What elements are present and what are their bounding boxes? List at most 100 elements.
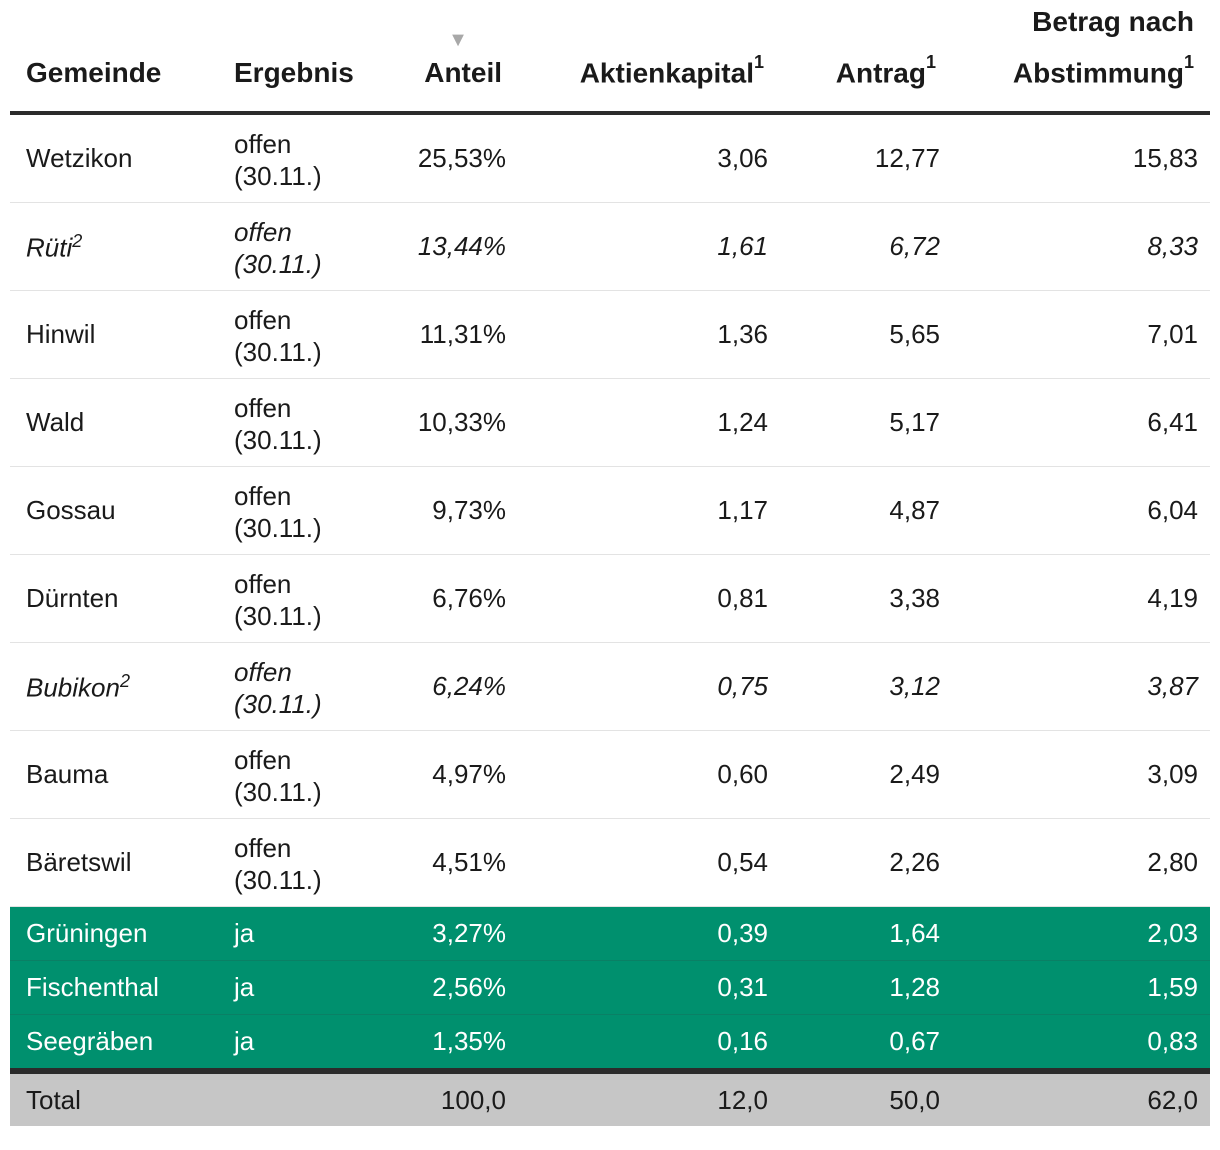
- antrag-cell: 5,65: [780, 290, 952, 380]
- ergebnis-cell: ja: [218, 1014, 358, 1075]
- betrag-cell: 0,83: [952, 1014, 1210, 1075]
- ergebnis-status: offen: [234, 392, 292, 423]
- table-row: Bubikon2 offen (30.11.) 6,24% 0,75 3,12 3,87: [10, 642, 1210, 732]
- ergebnis-date: (30.11.): [234, 512, 322, 543]
- aktienkapital-cell: 0,60: [518, 730, 780, 820]
- gemeinde-cell: Wetzikon: [10, 113, 218, 204]
- approved-row: Grüningen ja 3,27% 0,39 1,64 2,03: [10, 906, 1210, 962]
- ergebnis-status: offen: [234, 216, 292, 247]
- total-betrag: 62,0: [952, 1071, 1210, 1127]
- table-row: Dürnten offen (30.11.) 6,76% 0,81 3,38 4,19: [10, 554, 1210, 644]
- anteil-cell: 11,31%: [358, 290, 518, 380]
- total-row: Total 100,0 12,0 50,0 62,0: [10, 1071, 1210, 1127]
- gemeinde-name: Bäretswil: [26, 847, 132, 878]
- anteil-cell: 1,35%: [358, 1014, 518, 1075]
- ergebnis-cell: offen (30.11.): [218, 466, 358, 556]
- results-table: Gemeinde Ergebnis ▼ Anteil Aktienkapital1…: [10, 0, 1210, 1127]
- gemeinde-cell: Gossau: [10, 466, 218, 556]
- anteil-cell: 6,76%: [358, 554, 518, 644]
- table-body: Wetzikon offen (30.11.) 25,53% 3,06 12,77 15,8…: [10, 113, 1210, 1075]
- ergebnis-cell: offen (30.11.): [218, 818, 358, 908]
- ergebnis-status: offen: [234, 480, 292, 511]
- aktienkapital-cell: 1,36: [518, 290, 780, 380]
- antrag-cell: 5,17: [780, 378, 952, 468]
- betrag-cell: 7,01: [952, 290, 1210, 380]
- betrag-cell: 3,09: [952, 730, 1210, 820]
- anteil-cell: 25,53%: [358, 113, 518, 204]
- table-row: Wetzikon offen (30.11.) 25,53% 3,06 12,77 15,8…: [10, 113, 1210, 204]
- betrag-cell: 2,03: [952, 906, 1210, 962]
- ergebnis-date: (30.11.): [234, 424, 322, 455]
- table-row: Gossau offen (30.11.) 9,73% 1,17 4,87 6,04: [10, 466, 1210, 556]
- footnote-marker: 1: [925, 52, 936, 72]
- aktienkapital-cell: 1,17: [518, 466, 780, 556]
- table-row: Bauma offen (30.11.) 4,97% 0,60 2,49 3,09: [10, 730, 1210, 820]
- gemeinde-name: Wald: [26, 407, 85, 438]
- gemeinde-name: Bauma: [26, 759, 109, 790]
- aktienkapital-cell: 3,06: [518, 113, 780, 204]
- ergebnis-date: (30.11.): [234, 336, 322, 367]
- ergebnis-status: offen: [234, 656, 292, 687]
- header-gemeinde[interactable]: Gemeinde: [10, 0, 218, 116]
- header-antrag[interactable]: Antrag1: [780, 0, 952, 116]
- ergebnis-cell: offen (30.11.): [218, 642, 358, 732]
- gemeinde-cell: Wald: [10, 378, 218, 468]
- aktienkapital-cell: 0,54: [518, 818, 780, 908]
- betrag-cell: 2,80: [952, 818, 1210, 908]
- ergebnis-status: offen: [234, 744, 292, 775]
- betrag-cell: 15,83: [952, 113, 1210, 204]
- gemeinde-name: Rüti: [26, 232, 73, 263]
- ergebnis-cell: offen (30.11.): [218, 202, 358, 292]
- aktienkapital-cell: 0,16: [518, 1014, 780, 1075]
- table-row: Rüti2 offen (30.11.) 13,44% 1,61 6,72 8,33: [10, 202, 1210, 292]
- anteil-cell: 9,73%: [358, 466, 518, 556]
- gemeinde-name: Dürnten: [26, 583, 119, 614]
- header-aktienkapital[interactable]: Aktienkapital1: [518, 0, 780, 116]
- anteil-cell: 4,51%: [358, 818, 518, 908]
- antrag-cell: 1,28: [780, 960, 952, 1016]
- antrag-cell: 6,72: [780, 202, 952, 292]
- approved-row: Seegräben ja 1,35% 0,16 0,67 0,83: [10, 1014, 1210, 1075]
- header-anteil-label: Anteil: [424, 57, 502, 89]
- ergebnis-cell: offen (30.11.): [218, 730, 358, 820]
- total-anteil: 100,0: [358, 1071, 518, 1127]
- anteil-cell: 2,56%: [358, 960, 518, 1016]
- total-aktienkapital: 12,0: [518, 1071, 780, 1127]
- ergebnis-status: offen: [234, 304, 292, 335]
- ergebnis-cell: offen (30.11.): [218, 113, 358, 204]
- header-betrag[interactable]: Betrag nach Abstimmung1: [952, 0, 1210, 116]
- header-anteil[interactable]: ▼ Anteil: [358, 0, 518, 116]
- gemeinde-cell: Bauma: [10, 730, 218, 820]
- sort-descending-icon: ▼: [448, 29, 468, 52]
- header-ergebnis[interactable]: Ergebnis: [218, 0, 358, 116]
- results-table-container: Gemeinde Ergebnis ▼ Anteil Aktienkapital1…: [10, 0, 1210, 1127]
- footnote-marker: 1: [753, 52, 764, 72]
- betrag-cell: 8,33: [952, 202, 1210, 292]
- aktienkapital-cell: 0,75: [518, 642, 780, 732]
- total-ergebnis-cell: [218, 1071, 358, 1127]
- total-label: Total: [10, 1071, 218, 1127]
- ergebnis-status: offen: [234, 128, 292, 159]
- gemeinde-name: Wetzikon: [26, 143, 133, 174]
- aktienkapital-cell: 1,24: [518, 378, 780, 468]
- footnote-marker: 2: [119, 670, 130, 691]
- gemeinde-name: Gossau: [26, 495, 116, 526]
- antrag-cell: 4,87: [780, 466, 952, 556]
- ergebnis-date: (30.11.): [234, 600, 322, 631]
- header-ergebnis-label: Ergebnis: [234, 57, 354, 89]
- gemeinde-cell: Hinwil: [10, 290, 218, 380]
- anteil-cell: 6,24%: [358, 642, 518, 732]
- betrag-cell: 3,87: [952, 642, 1210, 732]
- gemeinde-cell: Bubikon2: [10, 642, 218, 732]
- gemeinde-cell: Seegräben: [10, 1014, 218, 1075]
- ergebnis-date: (30.11.): [234, 864, 322, 895]
- aktienkapital-cell: 1,61: [518, 202, 780, 292]
- anteil-cell: 3,27%: [358, 906, 518, 962]
- antrag-cell: 0,67: [780, 1014, 952, 1075]
- gemeinde-cell: Fischenthal: [10, 960, 218, 1016]
- anteil-cell: 13,44%: [358, 202, 518, 292]
- gemeinde-cell: Dürnten: [10, 554, 218, 644]
- ergebnis-status: offen: [234, 568, 292, 599]
- betrag-cell: 1,59: [952, 960, 1210, 1016]
- header-betrag-label-line2: Abstimmung: [1012, 57, 1184, 89]
